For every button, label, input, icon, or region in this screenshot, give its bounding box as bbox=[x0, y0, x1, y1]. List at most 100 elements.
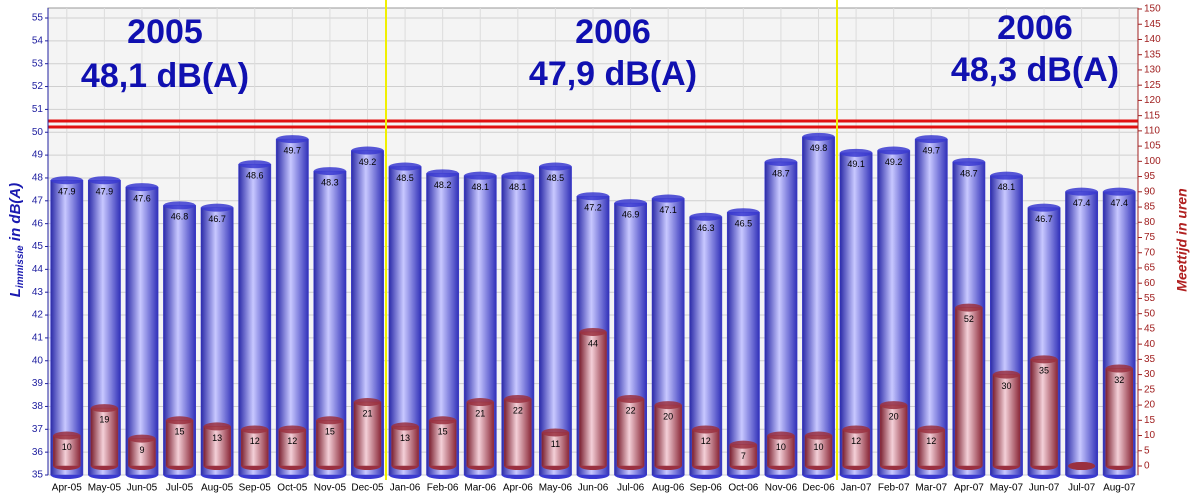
data-label: 46.9 bbox=[622, 209, 640, 219]
data-label: 22 bbox=[626, 405, 636, 415]
bar-cap bbox=[90, 404, 118, 413]
bar-cap bbox=[1103, 187, 1136, 196]
y2-tick-label: 85 bbox=[1144, 202, 1156, 213]
bar bbox=[654, 404, 682, 467]
data-label: 48.3 bbox=[321, 177, 339, 187]
data-label: 13 bbox=[212, 433, 222, 443]
y2-axis-label: Meettijd in uren bbox=[1174, 188, 1190, 291]
y2-tick-label: 55 bbox=[1144, 293, 1156, 304]
data-label: 49.8 bbox=[810, 143, 828, 153]
data-label: 10 bbox=[814, 442, 824, 452]
bar bbox=[238, 163, 272, 476]
data-label: 10 bbox=[62, 442, 72, 452]
y-tick-label: 54 bbox=[32, 35, 44, 46]
y2-tick-label: 35 bbox=[1144, 354, 1156, 365]
bar-cap bbox=[125, 183, 159, 192]
bar bbox=[616, 398, 645, 467]
x-tick-label: Jan-07 bbox=[841, 483, 872, 494]
bar-cap bbox=[729, 440, 757, 449]
data-label: 48.7 bbox=[772, 168, 790, 178]
bar bbox=[203, 426, 231, 467]
bar-cap bbox=[877, 146, 910, 155]
x-tick-label: Oct-05 bbox=[277, 483, 307, 494]
data-label: 48.1 bbox=[471, 182, 489, 192]
bar-cap bbox=[880, 401, 908, 410]
data-label: 48.1 bbox=[998, 182, 1016, 192]
y-tick-label: 49 bbox=[32, 150, 44, 161]
y2-tick-label: 15 bbox=[1144, 415, 1156, 426]
bar-cap bbox=[353, 398, 382, 407]
y-axis-label: Limmissie in dB(A) bbox=[7, 183, 26, 297]
bar-cap bbox=[200, 203, 234, 212]
bar bbox=[316, 420, 344, 467]
bar-cap bbox=[579, 327, 607, 336]
y2-tick-label: 10 bbox=[1144, 430, 1156, 441]
data-label: 47.1 bbox=[659, 205, 677, 215]
y2-tick-label: 120 bbox=[1144, 95, 1161, 106]
x-tick-label: Jul-05 bbox=[166, 483, 194, 494]
x-tick-label: May-07 bbox=[990, 483, 1024, 494]
x-tick-label: Jun-06 bbox=[578, 483, 609, 494]
bar-cap bbox=[504, 394, 532, 403]
y2-tick-label: 30 bbox=[1144, 369, 1156, 380]
bar bbox=[539, 166, 572, 476]
y-tick-label: 42 bbox=[32, 310, 44, 321]
x-tick-label: Jun-05 bbox=[127, 483, 158, 494]
bar-cap bbox=[1105, 364, 1133, 373]
bar-cap bbox=[689, 212, 722, 221]
data-label: 46.3 bbox=[697, 223, 715, 233]
bar-cap bbox=[388, 162, 422, 171]
y-label-sub: immissie bbox=[15, 245, 26, 288]
bar bbox=[428, 420, 457, 467]
bar-cap bbox=[917, 425, 945, 434]
data-label: 49.2 bbox=[885, 157, 903, 167]
bar-cap bbox=[617, 394, 645, 403]
bar-cap bbox=[1027, 203, 1061, 212]
bar bbox=[839, 152, 873, 476]
bar-cap bbox=[1068, 462, 1096, 470]
bar-cap bbox=[88, 176, 121, 185]
data-label: 21 bbox=[362, 408, 372, 418]
data-label: 9 bbox=[139, 445, 144, 455]
bar-cap bbox=[727, 208, 760, 217]
bar bbox=[353, 401, 382, 467]
y2-tick-label: 115 bbox=[1144, 110, 1160, 121]
x-tick-label: Apr-07 bbox=[954, 483, 984, 494]
bar-cap bbox=[614, 199, 647, 208]
bar bbox=[767, 435, 795, 467]
bar-cap bbox=[276, 135, 309, 144]
y2-tick-label: 75 bbox=[1144, 232, 1156, 243]
data-label: 13 bbox=[400, 433, 410, 443]
data-label: 46.7 bbox=[208, 214, 226, 224]
x-tick-label: Jul-07 bbox=[1068, 483, 1096, 494]
bar-cap bbox=[166, 416, 194, 425]
y-tick-label: 45 bbox=[32, 241, 44, 252]
bar-cap bbox=[990, 171, 1023, 180]
bar bbox=[275, 138, 309, 476]
y-tick-label: 39 bbox=[32, 378, 44, 389]
bar bbox=[128, 438, 156, 467]
y-tick-label: 52 bbox=[32, 81, 44, 92]
x-tick-label: Jan-06 bbox=[390, 483, 421, 494]
y2-tick-label: 95 bbox=[1144, 171, 1156, 182]
bar-cap bbox=[955, 303, 983, 312]
data-label: 35 bbox=[1039, 366, 1049, 376]
y2-tick-label: 5 bbox=[1144, 445, 1150, 456]
y2-tick-label: 150 bbox=[1144, 4, 1161, 15]
bar bbox=[1105, 368, 1133, 467]
bar bbox=[391, 426, 419, 467]
data-label: 44 bbox=[588, 338, 598, 348]
bar-cap bbox=[351, 146, 384, 155]
bar-cap bbox=[1065, 187, 1098, 196]
y2-tick-label: 0 bbox=[1144, 461, 1150, 472]
bar-cap bbox=[541, 428, 569, 437]
data-label: 47.9 bbox=[58, 187, 76, 197]
data-label: 48.5 bbox=[396, 173, 414, 183]
bar bbox=[53, 435, 81, 467]
x-tick-label: Oct-06 bbox=[728, 483, 758, 494]
bar-cap bbox=[203, 422, 231, 431]
bar-cap bbox=[767, 431, 795, 440]
bar bbox=[1065, 191, 1099, 476]
data-label: 52 bbox=[964, 314, 974, 324]
bar-cap bbox=[391, 422, 419, 431]
